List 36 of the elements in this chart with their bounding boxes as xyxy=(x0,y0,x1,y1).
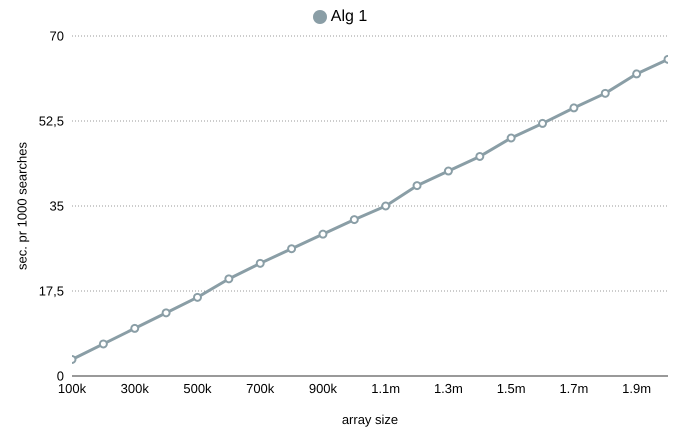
point xyxy=(475,152,484,161)
x-tick-label: 1.5m xyxy=(496,381,526,396)
point xyxy=(632,69,642,78)
point xyxy=(506,134,516,142)
y-tick-label: 70 xyxy=(50,28,64,44)
point xyxy=(130,324,140,333)
point xyxy=(318,230,328,239)
point xyxy=(381,202,390,210)
point xyxy=(569,103,578,112)
x-tick-label: 1.3m xyxy=(434,381,463,396)
x-tick-label: 1.1m xyxy=(371,381,400,396)
y-tick-label: 17,5 xyxy=(38,284,64,299)
y-tick-label: 52,5 xyxy=(38,114,64,129)
x-tick-label: 100k xyxy=(58,381,87,396)
point xyxy=(224,274,234,284)
point xyxy=(538,118,548,128)
x-tick-label: 500k xyxy=(183,381,212,396)
point xyxy=(98,339,108,348)
x-axis-title: array size xyxy=(342,412,398,427)
point xyxy=(600,88,610,98)
legend-label: Alg 1 xyxy=(330,8,368,25)
point xyxy=(412,181,422,190)
y-axis-title: sec. pr 1000 searches xyxy=(14,142,30,270)
point xyxy=(444,166,453,176)
y-tick-label: 0 xyxy=(56,368,64,384)
x-tick-label: 900k xyxy=(308,381,338,396)
y-tick-label: 35 xyxy=(50,198,64,214)
x-tick-label: 700k xyxy=(246,381,275,396)
x-tick-label: 1.7m xyxy=(559,381,588,396)
x-tick-label: 1.9m xyxy=(622,381,652,396)
point xyxy=(256,258,265,268)
x-tick-label: 300k xyxy=(120,381,150,396)
point xyxy=(350,215,359,224)
point xyxy=(192,292,202,302)
point xyxy=(287,244,296,254)
point xyxy=(162,308,171,318)
